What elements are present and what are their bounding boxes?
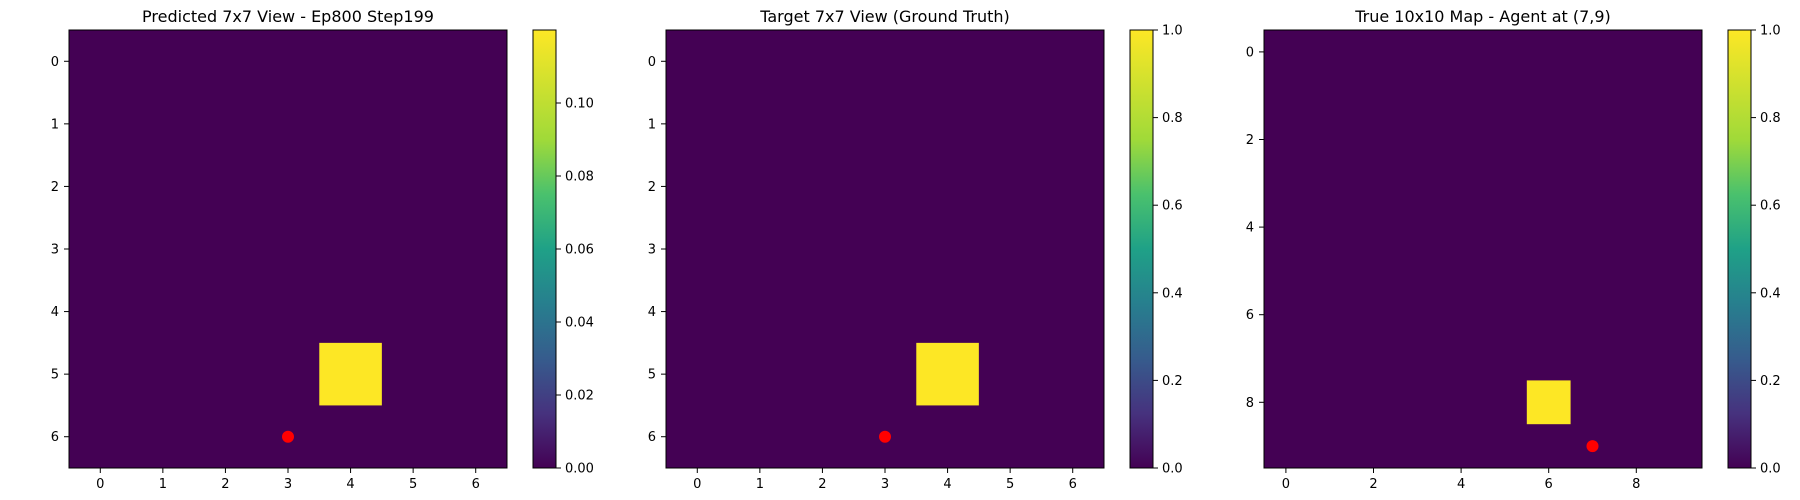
x-tick-label: 6 xyxy=(1069,477,1077,492)
colorbar-tick-label: 0.4 xyxy=(1760,286,1781,301)
heatmap-panel-1: Predicted 7x7 View - Ep800 Step199 0 1 2 3 4 5… xyxy=(51,7,594,492)
x-tick-label: 8 xyxy=(1632,477,1640,492)
colorbar-tick-label: 0.08 xyxy=(565,170,594,185)
y-tick-label: 0 xyxy=(1246,45,1254,60)
colorbar-tick-label: 0.0 xyxy=(1162,462,1183,477)
colorbar-tick-label: 0.8 xyxy=(1760,111,1781,126)
y-tick-label: 1 xyxy=(648,117,656,132)
agent-marker xyxy=(879,430,891,443)
y-tick-label: 2 xyxy=(648,180,656,195)
x-tick-label: 0 xyxy=(1282,477,1290,492)
heatmap-panel-2: Target 7x7 View (Ground Truth) 0 1 2 3 4 5 6 0 1 2… xyxy=(648,7,1183,492)
y-tick-label: 0 xyxy=(648,55,656,70)
x-tick-label: 0 xyxy=(96,477,104,492)
x-tick-label: 6 xyxy=(1545,477,1553,492)
colorbar-tick-label: 0.02 xyxy=(565,389,594,404)
heatmap-background xyxy=(69,30,507,468)
colorbar-tick-label: 0.2 xyxy=(1760,374,1781,389)
colorbar-tick-label: 0.10 xyxy=(565,97,594,112)
colorbar-tick-label: 0.0 xyxy=(1760,462,1781,477)
y-tick-label: 3 xyxy=(648,243,656,258)
x-tick-label: 1 xyxy=(756,477,764,492)
y-tick-label: 6 xyxy=(648,430,656,445)
colorbar xyxy=(1129,29,1154,469)
x-tick-label: 6 xyxy=(472,477,480,492)
x-tick-label: 5 xyxy=(1006,477,1014,492)
colorbar-tick-label: 1.0 xyxy=(1760,24,1781,39)
heatmap-panel-3: True 10x10 Map - Agent at (7,9) 0 2 4 6 8 0 2 4 6… xyxy=(1246,7,1781,492)
panel-title: True 10x10 Map - Agent at (7,9) xyxy=(1354,7,1611,26)
heatmap-cell xyxy=(916,342,979,406)
y-tick-label: 5 xyxy=(648,368,656,383)
y-tick-label: 8 xyxy=(1246,396,1254,411)
x-tick-label: 4 xyxy=(1457,477,1465,492)
x-tick-label: 3 xyxy=(881,477,889,492)
panel-title: Target 7x7 View (Ground Truth) xyxy=(759,7,1010,26)
colorbar-tick-label: 0.2 xyxy=(1162,374,1183,389)
heatmap-background xyxy=(1264,30,1702,468)
y-tick-label: 4 xyxy=(648,305,656,320)
y-tick-label: 2 xyxy=(51,180,59,195)
x-tick-label: 4 xyxy=(346,477,354,492)
x-tick-label: 2 xyxy=(221,477,229,492)
heatmap-cell xyxy=(1526,380,1571,425)
y-tick-label: 6 xyxy=(1246,308,1254,323)
agent-marker xyxy=(1586,440,1599,453)
colorbar-tick-label: 0.6 xyxy=(1760,199,1781,214)
y-tick-label: 4 xyxy=(51,305,59,320)
y-tick-label: 5 xyxy=(51,368,59,383)
y-tick-label: 3 xyxy=(51,243,59,258)
x-tick-label: 5 xyxy=(409,477,417,492)
colorbar xyxy=(532,29,557,469)
agent-marker xyxy=(282,430,294,443)
colorbar-tick-label: 0.8 xyxy=(1162,111,1183,126)
colorbar-tick-label: 0.06 xyxy=(565,243,594,258)
x-tick-label: 4 xyxy=(943,477,951,492)
x-tick-label: 3 xyxy=(284,477,292,492)
heatmap-cell xyxy=(319,342,382,406)
y-tick-label: 4 xyxy=(1246,221,1254,236)
colorbar-tick-label: 0.6 xyxy=(1162,199,1183,214)
panel-title: Predicted 7x7 View - Ep800 Step199 xyxy=(142,7,434,26)
x-tick-label: 0 xyxy=(693,477,701,492)
x-tick-label: 1 xyxy=(159,477,167,492)
x-tick-label: 2 xyxy=(1369,477,1377,492)
y-tick-label: 2 xyxy=(1246,133,1254,148)
y-tick-label: 6 xyxy=(51,430,59,445)
x-tick-label: 2 xyxy=(818,477,826,492)
axes-frame xyxy=(1263,29,1703,469)
y-tick-label: 1 xyxy=(51,117,59,132)
colorbar-tick-label: 0.4 xyxy=(1162,286,1183,301)
colorbar xyxy=(1727,29,1752,469)
colorbar-tick-label: 1.0 xyxy=(1162,24,1183,39)
colorbar-tick-label: 0.04 xyxy=(565,316,594,331)
y-tick-label: 0 xyxy=(51,55,59,70)
colorbar-tick-label: 0.00 xyxy=(565,462,594,477)
heatmap-background xyxy=(666,30,1104,468)
